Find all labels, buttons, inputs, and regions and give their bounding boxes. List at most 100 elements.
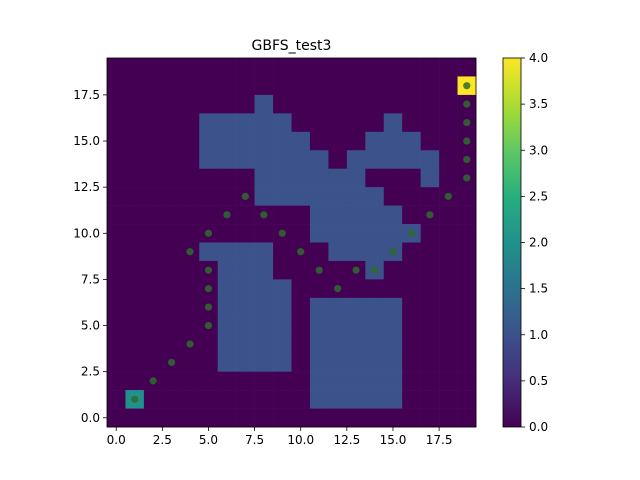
grid-cell [420, 150, 440, 169]
path-point [204, 321, 213, 330]
grid-cell [217, 76, 237, 96]
grid-cell [199, 150, 218, 169]
x-tick-label: 17.5 [426, 433, 453, 447]
grid-cell [328, 113, 348, 133]
y-tick-label: 0.0 [81, 411, 100, 425]
grid-cell [217, 94, 237, 114]
grid-cell [420, 168, 440, 188]
grid-cell [236, 113, 255, 133]
grid-cell [236, 131, 255, 151]
grid-cell [346, 316, 366, 336]
grid-cell [217, 408, 237, 428]
grid-cell [254, 297, 274, 317]
grid-cell [457, 316, 477, 336]
grid-cell [439, 205, 458, 225]
grid-cell [309, 279, 329, 299]
path-point [186, 248, 194, 256]
grid-cell [143, 390, 163, 409]
x-axis: 0.0 2.5 5.0 7.5 10.0 12.5 15.0 17.5 [107, 427, 453, 447]
path-point [463, 118, 471, 127]
grid-cell [383, 334, 403, 354]
grid-cell [254, 168, 274, 188]
grid-cell [383, 353, 403, 372]
grid-cell [107, 150, 126, 169]
grid-cell [236, 353, 255, 372]
grid-cell [402, 242, 421, 262]
grid-cell [125, 187, 145, 206]
grid-cell [107, 242, 126, 262]
grid-cell [125, 131, 145, 151]
grid-cell [254, 224, 274, 243]
grid-cell [273, 94, 292, 114]
grid-cell [162, 260, 182, 280]
grid-cell [420, 94, 440, 114]
grid-cell [328, 390, 348, 409]
grid-cell [254, 260, 274, 280]
path-point [463, 174, 471, 182]
x-tick-label: 10.0 [287, 433, 314, 447]
grid-cell [439, 168, 458, 188]
grid-cell [162, 279, 182, 299]
grid-cell [180, 297, 200, 317]
grid-cell [291, 150, 311, 169]
grid-cell [402, 76, 421, 96]
grid-cell [236, 168, 255, 188]
grid-cell [291, 94, 311, 114]
grid-cell [107, 390, 126, 409]
grid-cell [383, 390, 403, 409]
grid-cell [199, 390, 218, 409]
grid-cell [291, 371, 311, 391]
grid-cell [254, 279, 274, 299]
grid-cell [402, 205, 421, 225]
grid-cell [125, 371, 145, 391]
grid-cell [420, 408, 440, 428]
grid-cell [365, 224, 385, 243]
colorbar [502, 57, 522, 428]
grid-cell [346, 242, 366, 262]
grid-cell [143, 408, 163, 428]
grid-cell [291, 224, 311, 243]
grid-cell [383, 94, 403, 114]
grid-cell [273, 187, 292, 206]
grid-cell [125, 150, 145, 169]
grid-cell [236, 205, 255, 225]
grid-cell [273, 113, 292, 133]
grid-cell [180, 150, 200, 169]
plot-frame [106, 57, 477, 428]
grid-cell [328, 150, 348, 169]
grid-cell [291, 58, 311, 77]
grid-cell [199, 168, 218, 188]
grid-cell [143, 260, 163, 280]
grid-cell [439, 334, 458, 354]
path-point [463, 100, 471, 108]
grid-cell [402, 279, 421, 299]
grid-cell [107, 94, 126, 114]
grid-cell [346, 58, 366, 77]
grid-cell [383, 187, 403, 206]
grid-cell [346, 297, 366, 317]
grid-cell [328, 94, 348, 114]
grid-cell [162, 113, 182, 133]
y-tick-label: 2.5 [81, 365, 100, 379]
grid-cell [439, 224, 458, 243]
grid-cell [365, 390, 385, 409]
grid-cell [143, 224, 163, 243]
grid-cell [107, 76, 126, 96]
grid-cell [125, 279, 145, 299]
y-tick-label: 7.5 [81, 272, 100, 286]
grid-cell [180, 371, 200, 391]
grid-cell [143, 150, 163, 169]
colorbar-tick-label: 1.0 [529, 328, 548, 342]
path-point [241, 192, 249, 200]
grid-cell [439, 113, 458, 133]
grid-cell [365, 76, 385, 96]
grid-cell [365, 168, 385, 188]
grid-cell [199, 353, 218, 372]
grid-cell [273, 408, 292, 428]
grid-cell [420, 76, 440, 96]
grid-cell [273, 353, 292, 372]
grid-cell [162, 187, 182, 206]
grid-cell [457, 205, 477, 225]
grid-cell [402, 94, 421, 114]
grid-cell [328, 58, 348, 77]
